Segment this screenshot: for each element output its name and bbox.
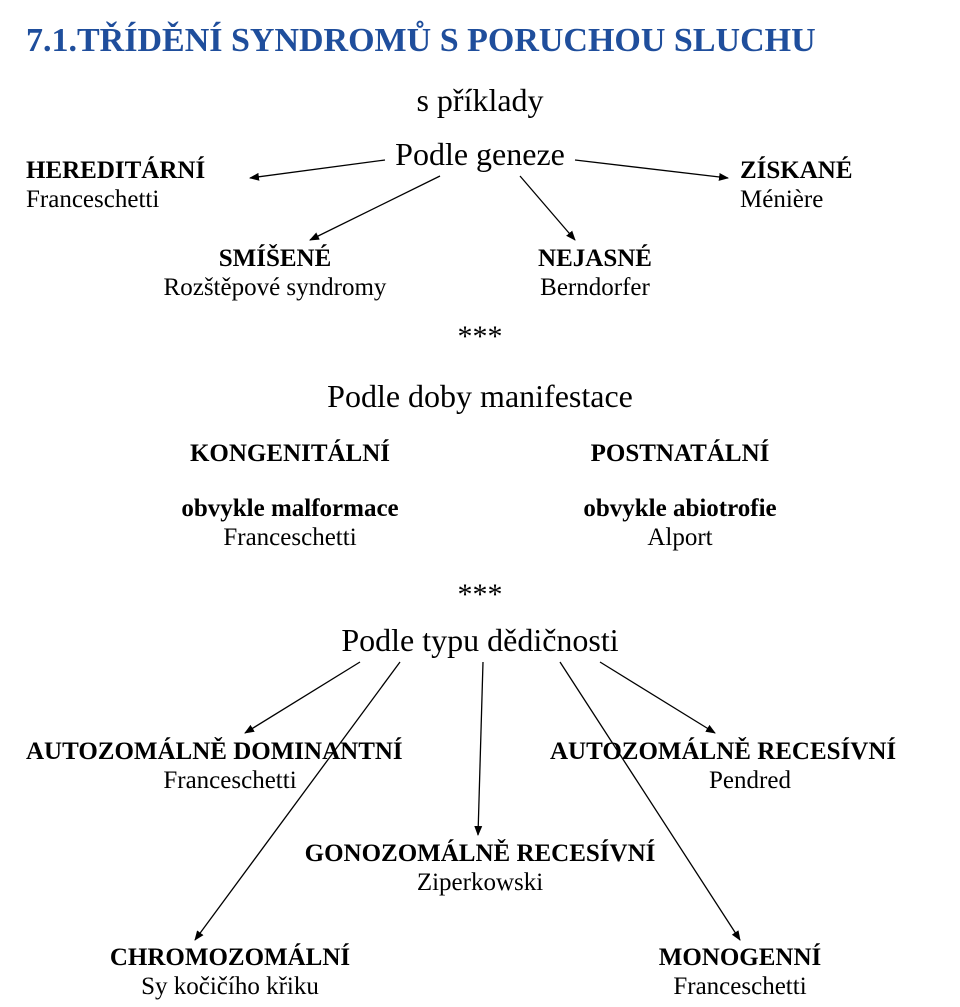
separator-1: *** [0, 320, 960, 354]
s1-right-bold: ZÍSKANÉ [740, 157, 940, 185]
s3-botright-plain: Franceschetti [580, 973, 900, 1001]
arrow-s1-midleft [310, 176, 440, 240]
arrow-s3-topright [600, 662, 715, 733]
s2-left-subbold: obvykle malformace [150, 495, 430, 523]
s3-topright-bold: AUTOZOMÁLNĚ RECESÍVNÍ [550, 738, 950, 766]
arrow-s3-botright [560, 662, 740, 940]
s2-left-plain: Franceschetti [150, 524, 430, 552]
section2-heading: Podle doby manifestace [0, 378, 960, 415]
arrow-s3-botleft [195, 662, 400, 940]
s3-mid-plain: Ziperkowski [280, 869, 680, 897]
s2-right-plain: Alport [540, 524, 820, 552]
separator-2: *** [0, 578, 960, 612]
s2-right-bold: POSTNATÁLNÍ [540, 440, 820, 468]
s1-right-plain: Ménière [740, 186, 940, 214]
s1-midleft-bold: SMÍŠENÉ [150, 245, 400, 273]
s1-left-plain: Franceschetti [26, 186, 276, 214]
s1-midleft-plain: Rozštěpové syndromy [110, 274, 440, 302]
s3-topleft-bold: AUTOZOMÁLNĚ DOMINANTNÍ [0, 738, 460, 766]
s3-botleft-plain: Sy kočičího křiku [70, 973, 390, 1001]
s1-midright-plain: Berndorfer [495, 274, 695, 302]
arrow-s1-midright [520, 176, 575, 240]
page-title: 7.1.TŘÍDĚNÍ SYNDROMŮ S PORUCHOU SLUCHU [26, 22, 816, 60]
s1-midright-bold: NEJASNÉ [495, 245, 695, 273]
s3-topright-plain: Pendred [550, 767, 950, 795]
s3-botleft-bold: CHROMOZOMÁLNÍ [70, 944, 390, 972]
s1-left-bold: HEREDITÁRNÍ [26, 157, 276, 185]
s2-right-subbold: obvykle abiotrofie [540, 495, 820, 523]
s3-botright-bold: MONOGENNÍ [580, 944, 900, 972]
page-subtitle: s příklady [0, 82, 960, 119]
arrow-s3-topleft [245, 662, 360, 733]
s2-left-bold: KONGENITÁLNÍ [150, 440, 430, 468]
s3-mid-bold: GONOZOMÁLNĚ RECESÍVNÍ [280, 840, 680, 868]
arrow-s3-mid [478, 662, 483, 835]
s3-topleft-plain: Franceschetti [0, 767, 460, 795]
section3-heading: Podle typu dědičnosti [0, 622, 960, 659]
